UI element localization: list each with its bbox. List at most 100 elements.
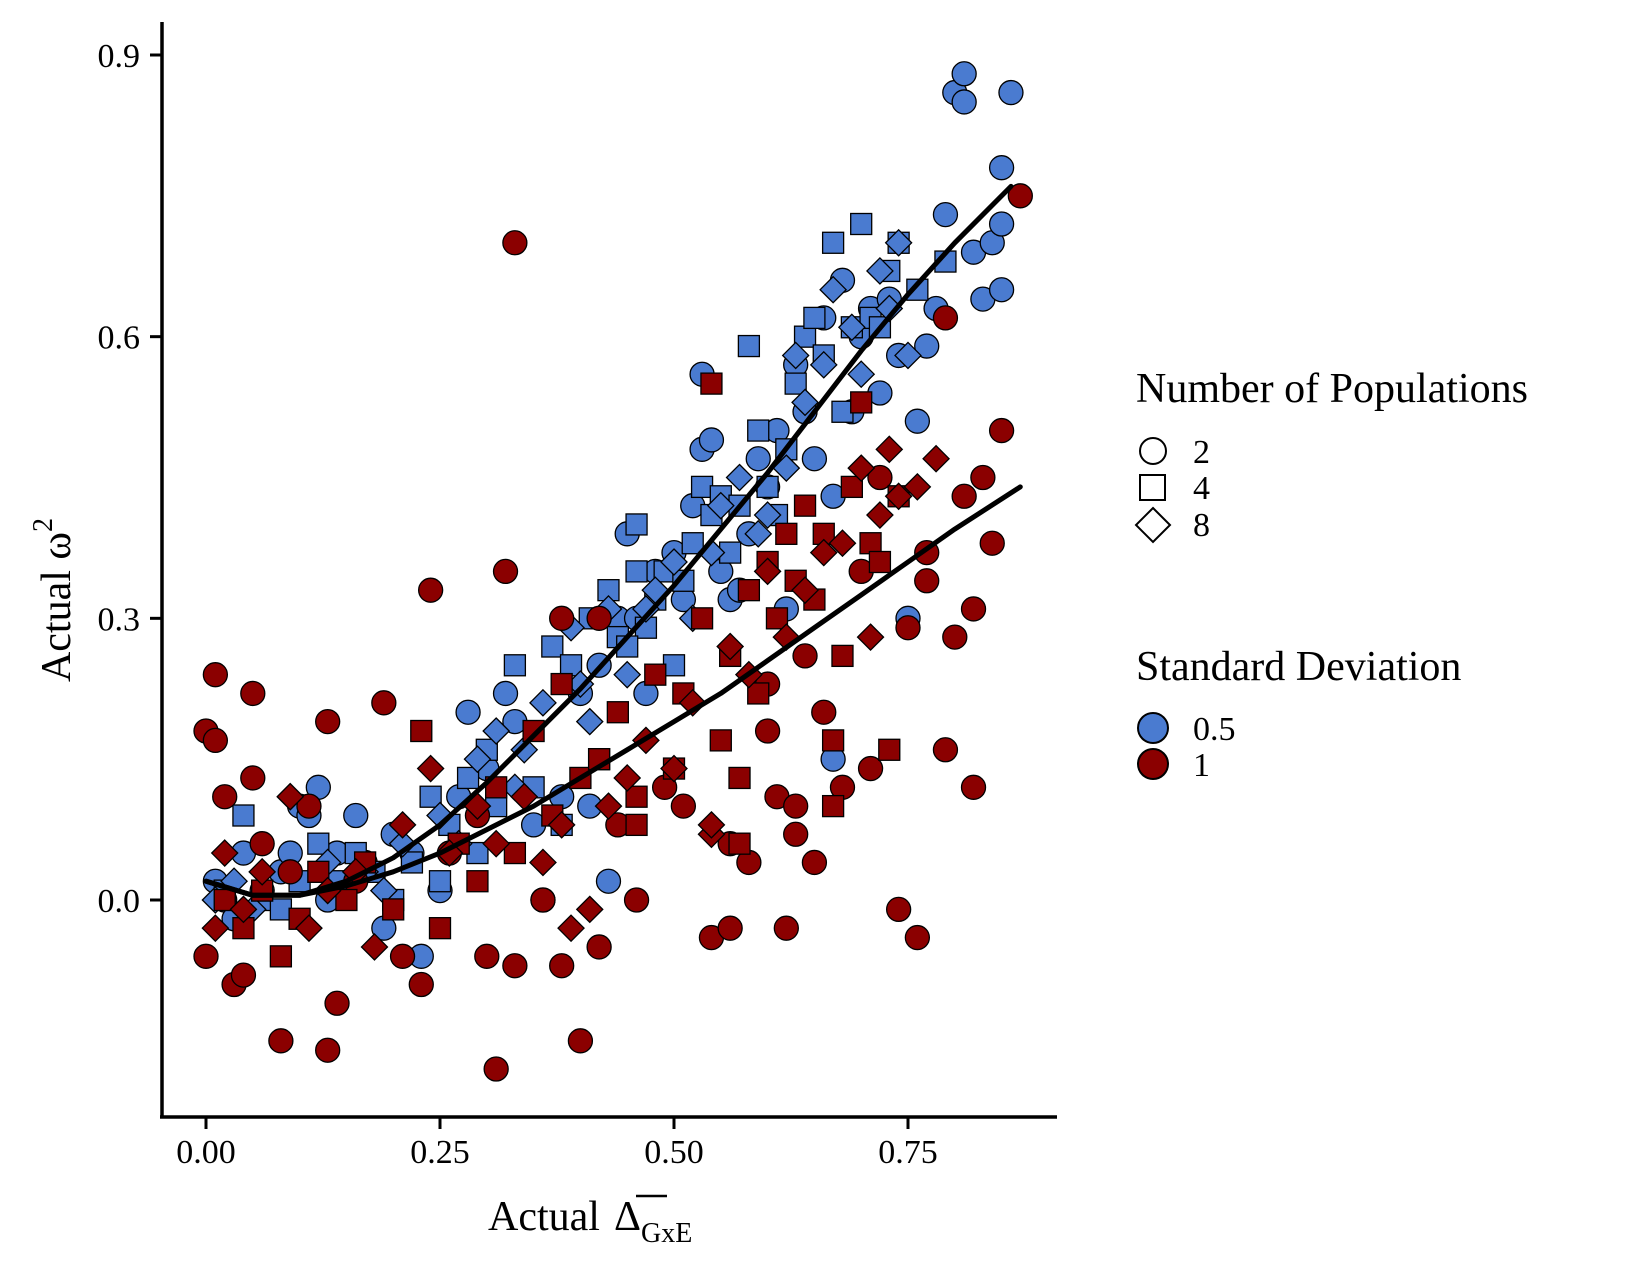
point-square [428,870,452,893]
point-square [737,579,761,602]
point-diamond [744,519,773,548]
x-tick-label: 0.25 [410,1134,470,1171]
y-tick-label: 0.6 [98,320,141,357]
point-circle [586,934,612,960]
point-square [690,475,714,499]
point-square [793,494,817,517]
point-circle [942,624,968,650]
point-circle [745,446,771,472]
point-diamond [547,810,576,839]
point-circle [960,774,987,800]
point-circle [193,943,219,969]
point-square [606,701,629,724]
point-square [821,794,845,818]
point-circle [530,887,556,913]
point-circle [240,680,266,707]
point-circle [867,464,893,491]
point-square [419,785,442,808]
point-circle [951,61,977,87]
point-diamond [753,557,782,586]
point-square [906,278,929,301]
point-square [737,334,761,358]
point-square [868,550,892,574]
point-diamond [463,745,492,774]
point-circle [951,89,977,115]
legend-color-title: Standard Deviation [1136,644,1461,690]
point-circle [492,558,519,585]
point-circle [895,615,921,641]
point-square [850,212,873,236]
point-diamond [660,754,688,783]
point-square [859,532,882,555]
point-circle [932,737,959,763]
x-ticks: 0.00 0.25 0.50 0.75 [176,1117,938,1171]
point-diamond [922,444,950,473]
point-square [382,898,405,921]
point-diamond [819,275,848,304]
point-diamond [866,257,894,285]
x-axis-title: Actual ΔGxE [488,1194,692,1249]
point-circle [951,483,977,509]
point-diamond [482,829,511,858]
point-circle [792,643,818,669]
point-diamond [903,472,932,501]
point-square [541,635,564,658]
legend-label-1: 1 [1193,747,1210,784]
point-diamond [388,829,417,858]
point-circle [567,1028,594,1054]
point-circle [202,662,229,688]
point-circle [268,1028,294,1054]
point-diamond [837,313,866,342]
legend-label-8: 8 [1193,507,1210,544]
point-circle [1007,183,1033,209]
y-tick-label: 0.9 [98,38,141,75]
point-circle [801,849,828,876]
point-square [803,306,826,330]
fit-lines-layer [203,183,1023,898]
point-square [662,654,686,677]
point-circle [988,417,1015,444]
point-circle [811,699,837,725]
point-circle [371,690,397,716]
point-diamond [847,360,876,389]
point-circle [595,868,622,894]
point-circle [249,831,275,857]
point-circle [988,277,1015,303]
legend-label-2: 2 [1193,434,1210,471]
x-axis-title-text: Actual [488,1194,600,1240]
legend-item-4: 4 [1139,470,1210,507]
point-diamond [828,529,857,558]
point-circle [773,915,799,941]
point-circle [932,201,959,228]
point-diamond [529,848,557,877]
point-diamond [229,895,258,924]
point-square [625,513,648,536]
point-square [821,231,845,254]
legend-shape-title: Number of Populations [1136,366,1528,412]
point-diamond [847,454,876,483]
point-circle [904,924,931,951]
x-axis-title-subscript: GxE [641,1218,692,1249]
point-diamond [248,857,277,886]
point-diamond [884,228,913,257]
point-diamond [201,914,230,943]
point-circle [502,230,528,256]
point-circle [324,990,350,1016]
point-circle [343,802,369,829]
legend-red-swatch-icon [1137,748,1169,780]
point-circle [904,408,931,434]
point-circle [483,1056,509,1082]
y-tick-label: 0.0 [98,883,141,920]
point-diamond [781,341,810,370]
point-square [747,682,770,705]
point-diamond [360,933,389,961]
legend-label-4: 4 [1193,470,1210,507]
point-square [784,372,807,395]
point-diamond [791,576,819,605]
point-circle [960,596,987,622]
point-square [307,832,330,855]
point-circle [914,333,940,359]
point-diamond [482,717,511,745]
point-square [831,400,854,423]
